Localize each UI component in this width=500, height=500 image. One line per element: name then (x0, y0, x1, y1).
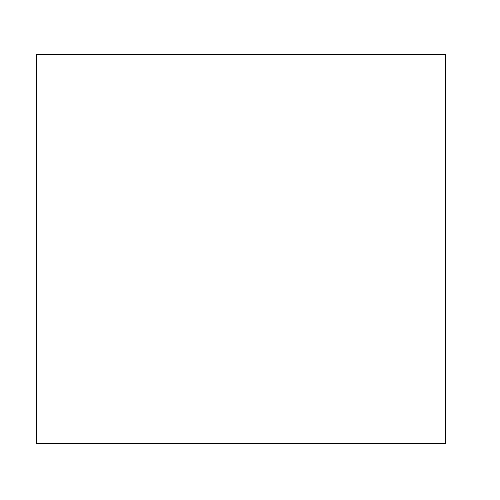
inner-panel (42, 60, 438, 436)
